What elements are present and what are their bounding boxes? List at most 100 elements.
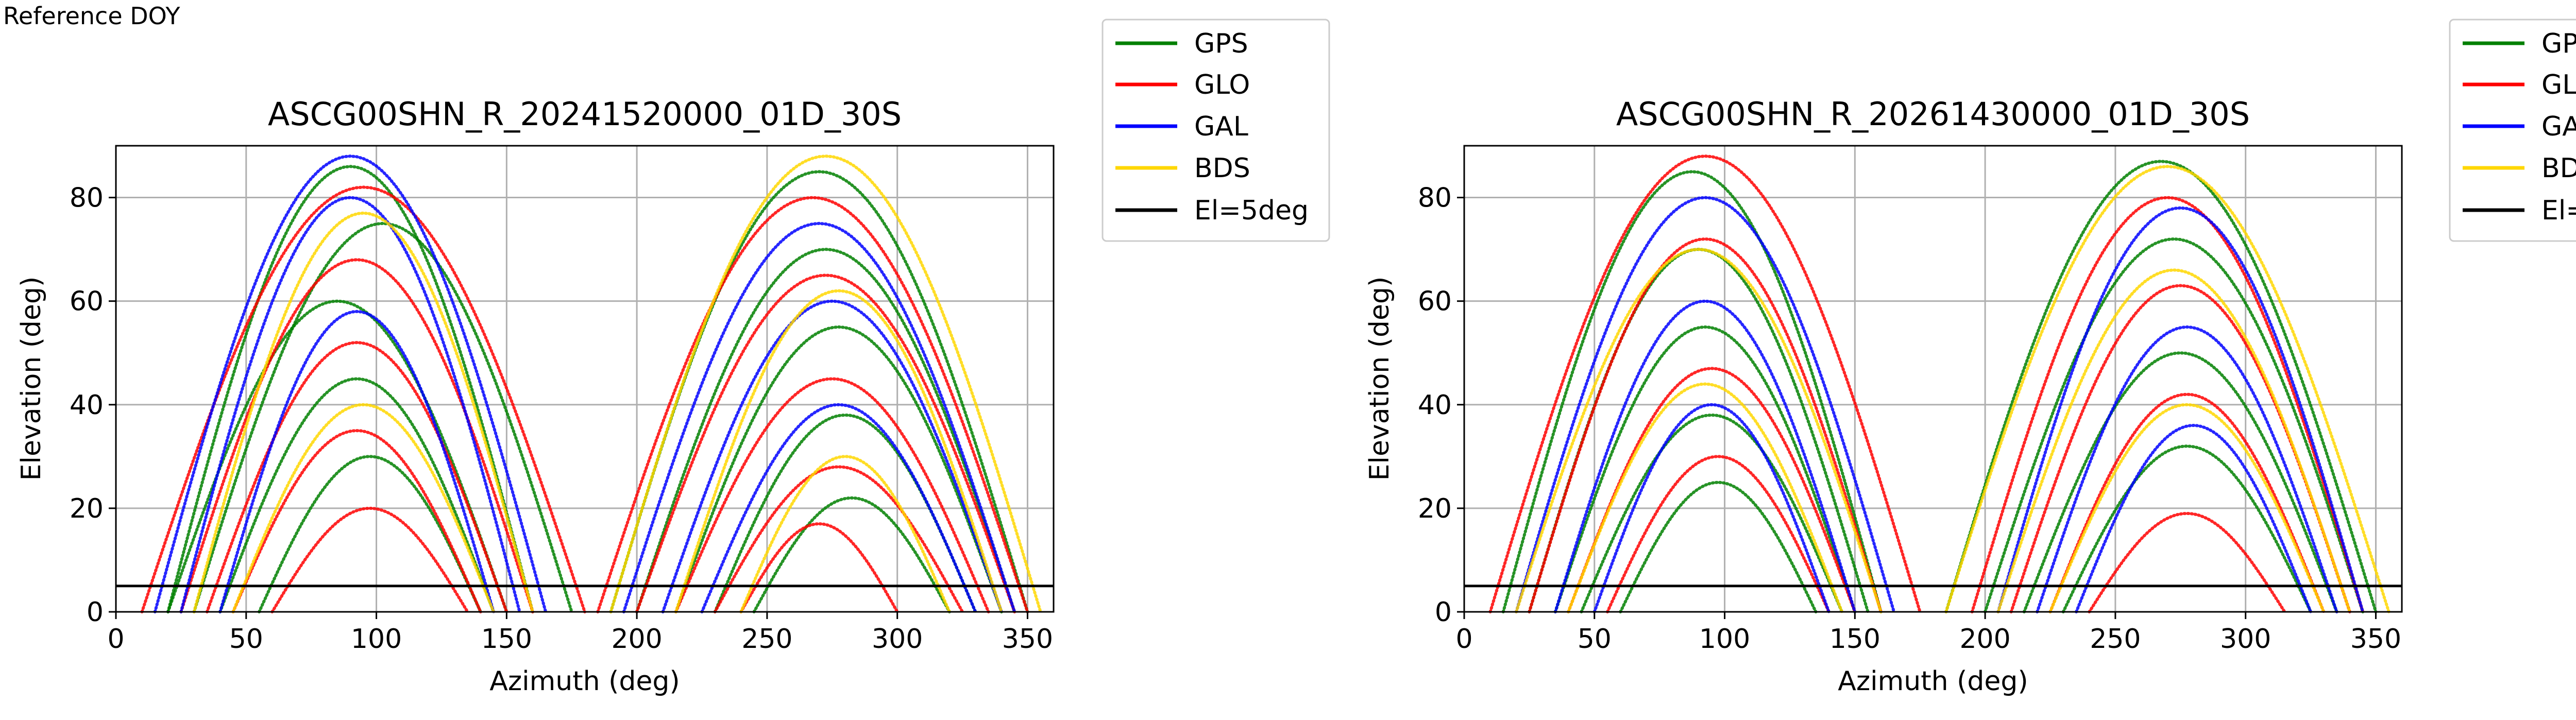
y-tick-label: 60 <box>70 286 104 317</box>
satellite-track <box>2088 511 2286 613</box>
satellite-track <box>609 155 1042 613</box>
x-tick-label: 250 <box>741 624 792 655</box>
satellite-track <box>2048 403 2326 613</box>
x-tick-label: 200 <box>1959 624 2010 655</box>
satellite-track <box>674 289 1003 613</box>
satellite-track <box>166 299 509 613</box>
satellite-track <box>1996 268 2351 613</box>
satellite-track <box>739 455 951 613</box>
satellite-track <box>218 377 496 613</box>
y-tick-label: 40 <box>70 390 104 421</box>
x-tick-label: 350 <box>1002 624 1053 655</box>
satellite-track <box>1592 403 1831 613</box>
series-bds <box>1515 165 2391 613</box>
chart-2-plot-area <box>1488 155 2391 613</box>
chart-2-legend-bds: BDS <box>2541 153 2576 184</box>
satellite-track <box>1515 196 1896 613</box>
y-tick-label: 60 <box>1418 286 1452 317</box>
x-tick-label: 50 <box>1578 624 1612 655</box>
satellite-track <box>1501 170 1883 613</box>
chart-1-legend-frame <box>1101 19 1330 242</box>
x-tick-label: 100 <box>351 624 402 655</box>
x-tick-label: 150 <box>481 624 532 655</box>
series-gps <box>1501 160 2378 613</box>
satellite-track <box>700 403 977 613</box>
satellite-track <box>179 258 534 613</box>
satellite-track <box>713 465 964 613</box>
satellite-track <box>752 496 951 613</box>
satellite-track <box>153 155 548 613</box>
satellite-track <box>2075 423 2313 613</box>
satellite-track <box>258 455 482 613</box>
chart-1-legend-glo: GLO <box>1194 70 1250 100</box>
satellite-track <box>1984 237 2365 613</box>
x-tick-label: 300 <box>872 624 923 655</box>
chart-2-legend-gps: GPS <box>2541 28 2576 59</box>
chart-2-legend-glo: GLO <box>2541 70 2576 100</box>
y-tick-label: 80 <box>70 183 104 214</box>
satellite-track <box>635 273 1016 613</box>
chart-1: ASCG00SHN_R_20241520000_01D_30S 0 50 100 15… <box>16 19 1330 697</box>
series-gps <box>166 165 1029 613</box>
x-tick-label: 100 <box>1699 624 1750 655</box>
y-tick-label: 20 <box>1418 493 1452 524</box>
satellite-track <box>596 196 1029 613</box>
satellite-track <box>2048 392 2326 613</box>
series-gal <box>153 155 1016 613</box>
series-glo <box>140 185 1029 613</box>
x-tick-label: 0 <box>1455 624 1472 655</box>
satellite-track <box>1553 299 1857 613</box>
series-bds <box>192 155 1042 613</box>
satellite-track <box>2022 351 2338 613</box>
y-tick-label: 40 <box>1418 390 1452 421</box>
satellite-track <box>661 299 1003 613</box>
chart-2-legend: GPS GLO GAL BDS El=5deg <box>2449 19 2576 242</box>
chart-1-ticks: 0 50 100 150 200 250 300 350 0 20 40 60 80 <box>70 183 1053 655</box>
y-tick-label: 80 <box>1418 183 1452 214</box>
chart-2-axes-frame <box>1463 145 2403 613</box>
satellite-track <box>674 377 990 613</box>
satellite-track <box>179 196 521 613</box>
satellite-track <box>622 221 1016 613</box>
x-tick-label: 200 <box>611 624 662 655</box>
satellite-track <box>192 211 534 613</box>
chart-1-axes-frame <box>115 145 1055 613</box>
chart-1-title: ASCG00SHN_R_20241520000_01D_30S <box>268 95 902 133</box>
satellite-track <box>635 248 1016 613</box>
satellite-track <box>1944 160 2378 613</box>
satellite-track <box>1488 155 1922 613</box>
satellite-track <box>1944 165 2391 613</box>
satellite-track <box>674 325 1003 613</box>
satellite-track <box>1970 196 2365 613</box>
chart-1-legend-bds: BDS <box>1194 153 1250 184</box>
satellite-track <box>1606 455 1831 613</box>
x-tick-label: 50 <box>229 624 263 655</box>
chart-2-legend-frame <box>2449 19 2576 242</box>
satellite-track <box>2036 325 2338 613</box>
x-tick-label: 250 <box>2090 624 2141 655</box>
chart-2: ASCG00SHN_R_20261430000_01D_30S 0 50 100 15… <box>1364 19 2576 697</box>
chart-1-grid <box>115 146 1054 613</box>
chart-1-legend-gps: GPS <box>1194 28 1248 59</box>
satellite-track <box>1515 248 1883 613</box>
satellite-track <box>1619 481 1818 613</box>
satellite-track <box>218 310 496 613</box>
chart-2-legend-el5: El=5deg <box>2541 195 2576 226</box>
satellite-track <box>1580 413 1844 613</box>
chart-1-legend-gal: GAL <box>1194 111 1248 142</box>
x-tick-label: 300 <box>2220 624 2271 655</box>
satellite-track <box>231 429 482 613</box>
satellite-track <box>270 506 469 613</box>
satellite-track <box>205 341 509 613</box>
chart-2-grid <box>1463 146 2402 613</box>
chart-2-y-label: Elevation (deg) <box>1364 277 1395 481</box>
series-gal <box>1515 196 2365 613</box>
chart-1-legend: GPS GLO GAL BDS El=5deg <box>1101 19 1330 242</box>
figure-header: Reference DOY <box>3 2 180 30</box>
x-tick-label: 150 <box>1829 624 1880 655</box>
y-tick-label: 0 <box>1435 597 1452 628</box>
chart-1-y-label: Elevation (deg) <box>16 277 47 481</box>
satellite-track <box>1996 206 2365 613</box>
satellite-track <box>140 185 586 613</box>
